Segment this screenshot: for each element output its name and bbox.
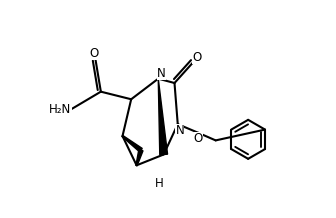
- Polygon shape: [122, 136, 142, 152]
- Text: O: O: [194, 132, 203, 145]
- Text: H: H: [155, 177, 164, 190]
- Text: O: O: [90, 47, 99, 60]
- Text: H₂N: H₂N: [49, 102, 72, 116]
- Text: N: N: [175, 124, 184, 137]
- Polygon shape: [158, 79, 168, 155]
- Text: N: N: [157, 67, 166, 80]
- Text: O: O: [193, 51, 202, 63]
- Polygon shape: [136, 150, 143, 165]
